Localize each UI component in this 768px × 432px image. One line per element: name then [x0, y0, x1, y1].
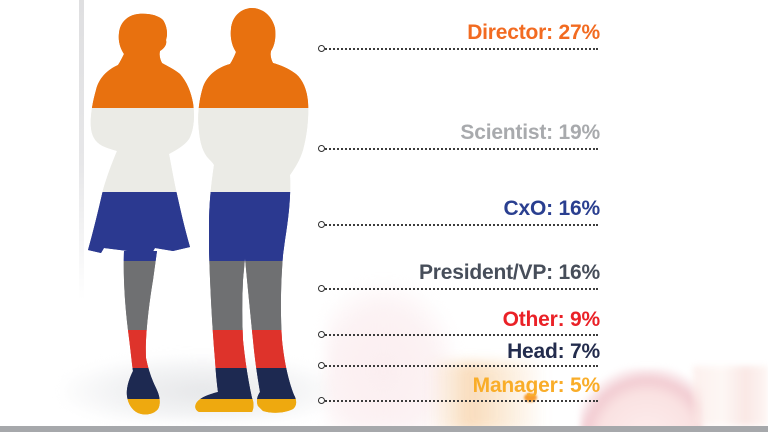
- label-manager: Manager: 5%: [472, 374, 601, 397]
- leader-line-scientist: [318, 145, 598, 152]
- background-right-blur: [693, 366, 768, 426]
- leader-dot-icon: [318, 285, 325, 292]
- leader-line-head: [318, 362, 598, 369]
- leader-dot-icon: [318, 221, 325, 228]
- leader-dot-icon: [318, 362, 325, 369]
- leader-dot-icon: [318, 331, 325, 338]
- label-cxo: CxO: 16%: [503, 197, 601, 220]
- leader-line-president-vp: [318, 285, 598, 292]
- leader-dot-icon: [318, 145, 325, 152]
- female-silhouette-shading: [88, 13, 194, 415]
- background-orange-blur: [428, 362, 546, 432]
- silhouettes-chart: [88, 8, 309, 415]
- leader-line-director: [318, 45, 598, 52]
- leader-line-other: [318, 331, 598, 338]
- label-other: Other: 9%: [502, 308, 601, 331]
- leader-dot-icon: [318, 397, 325, 404]
- leader-dot-icon: [318, 45, 325, 52]
- label-director: Director: 27%: [467, 21, 600, 44]
- label-president-vp: President/VP: 16%: [418, 261, 600, 284]
- label-scientist: Scientist: 19%: [460, 121, 600, 144]
- label-head: Head: 7%: [507, 340, 600, 363]
- leader-line-manager: [318, 397, 598, 404]
- leader-line-cxo: [318, 221, 598, 228]
